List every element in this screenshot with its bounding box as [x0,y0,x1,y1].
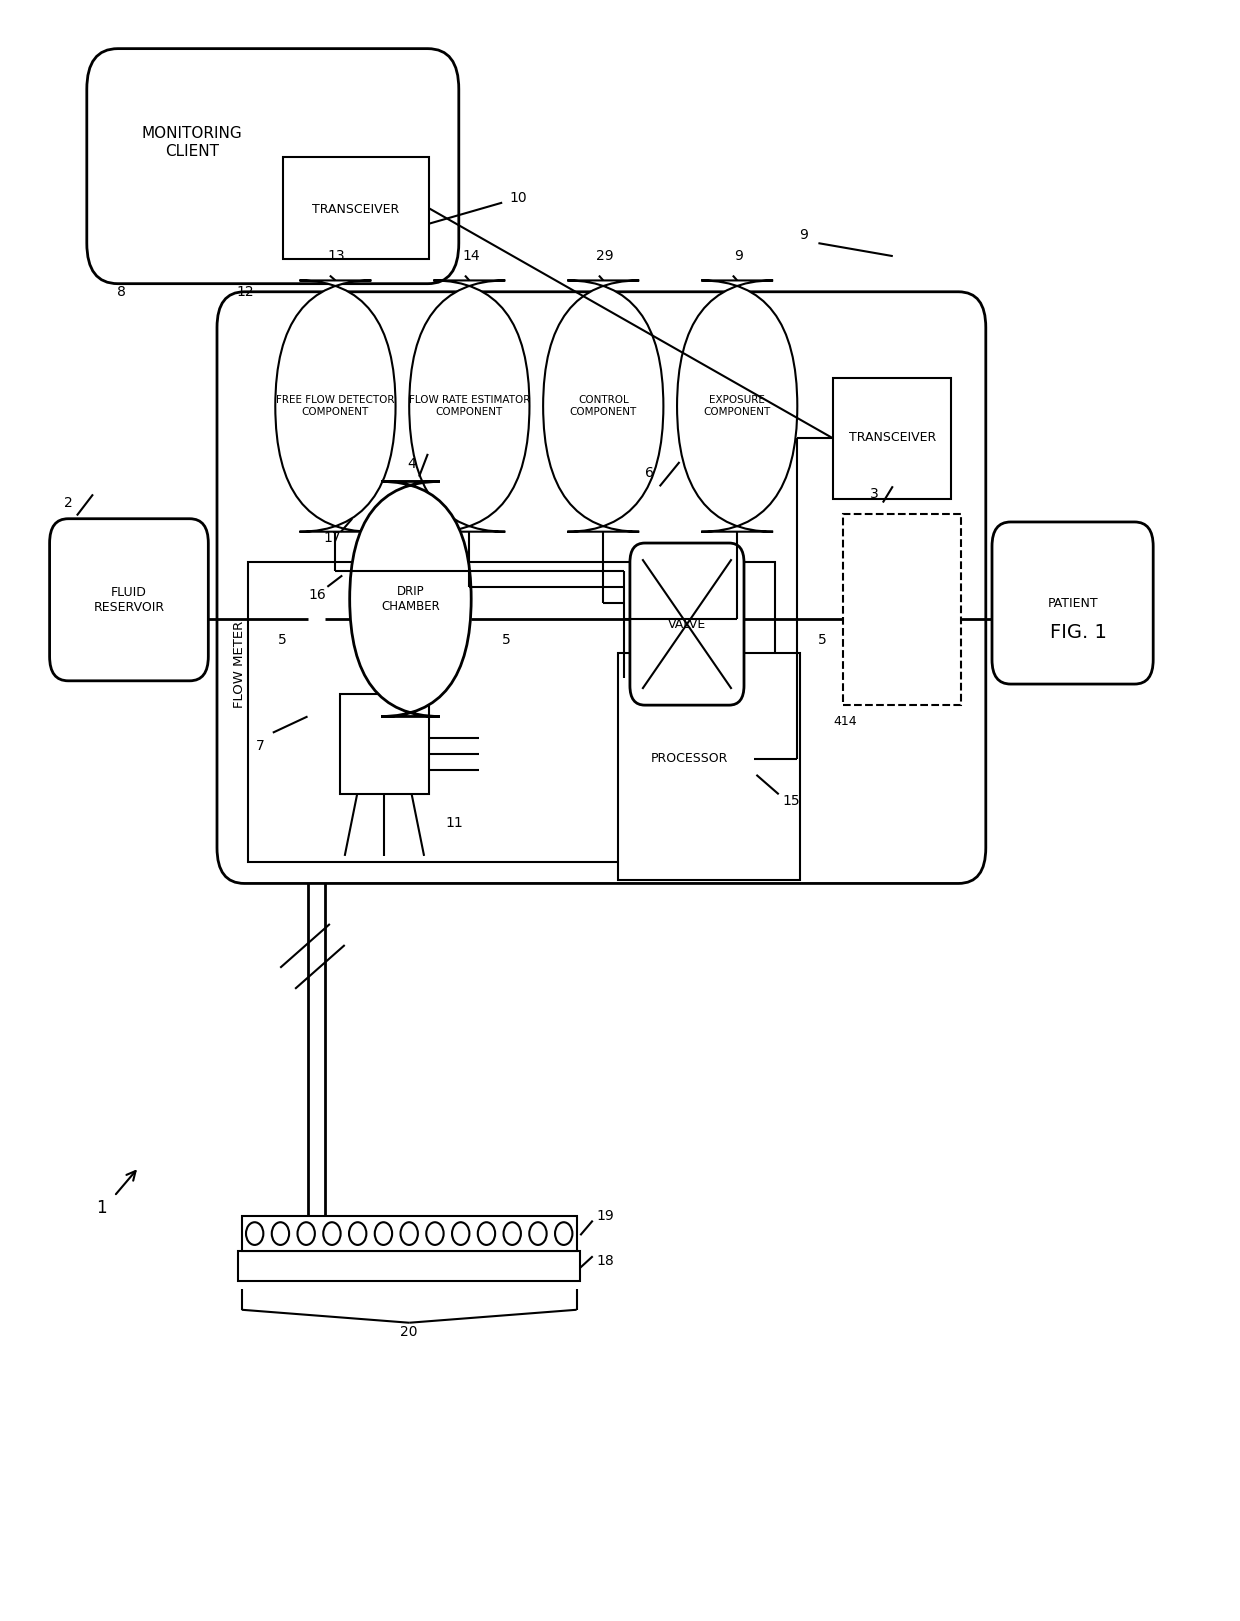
Text: 2: 2 [63,496,73,509]
Text: 18: 18 [596,1255,614,1268]
Text: 5: 5 [817,634,827,647]
FancyBboxPatch shape [242,1216,577,1251]
Text: 6: 6 [645,467,655,480]
FancyBboxPatch shape [248,562,775,862]
Text: 8: 8 [117,285,126,298]
Text: FREE FLOW DETECTOR
COMPONENT: FREE FLOW DETECTOR COMPONENT [277,396,394,417]
Text: 20: 20 [401,1326,418,1339]
Text: 29: 29 [596,250,614,263]
Text: 17: 17 [324,532,341,545]
Text: FLOW METER: FLOW METER [233,621,246,708]
Text: 1: 1 [97,1198,107,1217]
Text: PATIENT: PATIENT [1048,597,1097,609]
FancyBboxPatch shape [283,157,429,259]
Text: 3: 3 [869,488,879,501]
Text: 9: 9 [799,229,808,242]
Text: 12: 12 [237,285,254,298]
FancyBboxPatch shape [87,49,459,284]
Text: TRANSCEIVER: TRANSCEIVER [849,431,936,444]
Text: 10: 10 [510,191,527,204]
Text: 5: 5 [501,634,511,647]
Text: 7: 7 [255,739,265,752]
Text: MONITORING
CLIENT: MONITORING CLIENT [141,126,243,159]
Text: CONTROL
COMPONENT: CONTROL COMPONENT [569,396,637,417]
FancyBboxPatch shape [992,522,1153,684]
FancyBboxPatch shape [350,481,471,716]
FancyBboxPatch shape [543,280,663,532]
Text: FLUID
RESERVOIR: FLUID RESERVOIR [93,585,165,614]
FancyBboxPatch shape [843,514,961,705]
Text: 13: 13 [327,250,345,263]
Text: 11: 11 [445,817,463,830]
Text: DRIP
CHAMBER: DRIP CHAMBER [381,585,440,613]
Text: 19: 19 [596,1209,614,1222]
FancyBboxPatch shape [833,378,951,499]
Text: TRANSCEIVER: TRANSCEIVER [312,203,399,216]
Text: 4: 4 [407,457,417,470]
FancyBboxPatch shape [618,653,800,880]
Text: 15: 15 [782,794,800,807]
Text: FIG. 1: FIG. 1 [1050,622,1107,642]
Text: FLOW RATE ESTIMATOR
COMPONENT: FLOW RATE ESTIMATOR COMPONENT [409,396,529,417]
FancyBboxPatch shape [624,678,754,840]
FancyBboxPatch shape [217,292,986,883]
Text: VALVE: VALVE [668,618,706,631]
Text: EXPOSURE
COMPONENT: EXPOSURE COMPONENT [703,396,771,417]
FancyBboxPatch shape [677,280,797,532]
FancyBboxPatch shape [409,280,529,532]
FancyBboxPatch shape [630,543,744,705]
Text: 5: 5 [278,634,288,647]
FancyBboxPatch shape [340,694,429,794]
Text: 16: 16 [309,588,326,601]
Text: PROCESSOR: PROCESSOR [651,752,728,765]
FancyBboxPatch shape [275,280,396,532]
FancyBboxPatch shape [238,1251,580,1281]
Text: 414: 414 [833,715,857,728]
Text: 14: 14 [463,250,480,263]
Text: 9: 9 [734,250,744,263]
FancyBboxPatch shape [50,519,208,681]
